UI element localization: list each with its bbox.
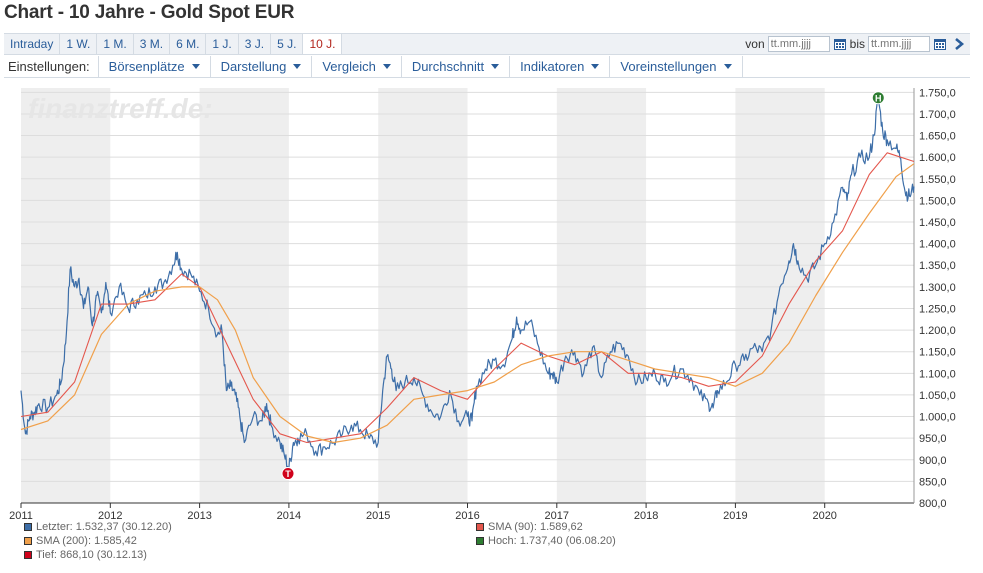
- y-tick-label: 1.150,0: [919, 347, 956, 359]
- y-tick-label: 900,0: [919, 455, 947, 467]
- menu-label: Darstellung: [220, 59, 287, 74]
- x-tick-label: 2015: [366, 510, 390, 520]
- menu-label: Voreinstellungen: [620, 59, 717, 74]
- page-title: Chart - 10 Jahre - Gold Spot EUR: [4, 2, 295, 23]
- settings-menu[interactable]: Durchschnitt: [402, 56, 511, 77]
- legend-swatch: [476, 522, 484, 531]
- range-button[interactable]: 6 M.: [170, 34, 207, 54]
- legend-swatch: [24, 522, 32, 531]
- y-tick-label: 800,0: [919, 498, 947, 510]
- high-marker: [871, 91, 885, 105]
- range-button[interactable]: Intraday: [4, 34, 61, 54]
- y-tick-label: 1.450,0: [919, 217, 956, 229]
- legend-item: Tief: 868,10 (30.12.13): [24, 548, 476, 561]
- y-tick-label: 950,0: [919, 433, 947, 445]
- settings-menu[interactable]: Vergleich: [312, 56, 402, 77]
- y-tick-label: 1.750,0: [919, 87, 956, 99]
- range-button[interactable]: 3 M.: [134, 34, 171, 54]
- caret-down-icon: [191, 64, 200, 69]
- x-tick-label: 2020: [812, 510, 836, 520]
- settings-menu[interactable]: Börsenplätze: [99, 56, 211, 77]
- x-tick-label: 2014: [277, 510, 301, 520]
- chevron-right-icon[interactable]: [952, 37, 966, 51]
- y-tick-label: 850,0: [919, 476, 947, 488]
- y-tick-label: 1.400,0: [919, 239, 956, 251]
- range-toolbar: Intraday 1 W. 1 M. 3 M. 6 M. 1 J. 3 J. 5 J. 10 J…: [4, 33, 970, 55]
- calendar-icon[interactable]: [933, 37, 947, 51]
- calendar-icon[interactable]: [833, 37, 847, 51]
- legend-item: Letzter: 1.532,37 (30.12.20): [24, 520, 476, 533]
- caret-down-icon: [293, 64, 302, 69]
- y-tick-label: 1.050,0: [919, 390, 956, 402]
- menu-label: Börsenplätze: [108, 59, 185, 74]
- year-band: [735, 88, 825, 503]
- range-button[interactable]: 1 M.: [97, 34, 134, 54]
- legend-text: SMA (200): 1.585,42: [36, 534, 137, 547]
- menu-label: Indikatoren: [520, 59, 585, 74]
- legend-item: SMA (200): 1.585,42: [24, 534, 476, 547]
- y-tick-label: 1.350,0: [919, 260, 956, 272]
- range-button[interactable]: 10 J.: [303, 34, 343, 54]
- y-tick-label: 1.300,0: [919, 282, 956, 294]
- y-tick-label: 1.650,0: [919, 131, 956, 143]
- to-label: bis: [849, 37, 865, 51]
- range-button[interactable]: 1 J.: [206, 34, 239, 54]
- menu-label: Durchschnitt: [411, 59, 485, 74]
- y-tick-label: 1.700,0: [919, 109, 956, 121]
- legend-item: SMA (90): 1.589,62: [476, 520, 676, 533]
- x-tick-label: 2011: [9, 510, 33, 520]
- settings-menu[interactable]: Indikatoren: [510, 56, 611, 77]
- y-tick-label: 1.550,0: [919, 174, 956, 186]
- y-tick-label: 1.500,0: [919, 195, 956, 207]
- legend-swatch: [24, 550, 32, 559]
- from-label: von: [745, 37, 765, 51]
- range-buttons: Intraday 1 W. 1 M. 3 M. 6 M. 1 J. 3 J. 5 J. 10 J…: [4, 34, 343, 54]
- x-tick-label: 2019: [723, 510, 747, 520]
- date-range-filter: von bis: [745, 36, 970, 52]
- legend-swatch: [24, 536, 32, 545]
- low-marker-label: T: [285, 469, 291, 479]
- low-marker: [281, 467, 295, 481]
- y-tick-label: 1.100,0: [919, 368, 956, 380]
- price-line: [20, 97, 915, 469]
- caret-down-icon: [382, 64, 391, 69]
- x-tick-label: 2012: [98, 510, 122, 520]
- settings-menu[interactable]: Voreinstellungen: [610, 56, 743, 77]
- to-date-input[interactable]: [868, 36, 930, 52]
- settings-toolbar: Einstellungen: Börsenplätze Darstellung Ve…: [4, 56, 970, 78]
- legend-text: SMA (90): 1.589,62: [488, 520, 583, 533]
- high-marker-label: H: [875, 93, 882, 103]
- chart-legend: Letzter: 1.532,37 (30.12.20) SMA (90): 1.…: [24, 520, 644, 561]
- legend-item: Hoch: 1.737,40 (06.08.20): [476, 534, 676, 547]
- year-band: [378, 88, 468, 503]
- settings-menus: Börsenplätze Darstellung Vergleich Durchsch…: [99, 56, 743, 77]
- sma90-line: [20, 152, 915, 444]
- range-button[interactable]: 5 J.: [271, 34, 304, 54]
- legend-text: Tief: 868,10 (30.12.13): [36, 548, 147, 561]
- caret-down-icon: [723, 64, 732, 69]
- x-tick-label: 2017: [545, 510, 569, 520]
- legend-swatch: [476, 536, 484, 545]
- x-tick-label: 2016: [455, 510, 479, 520]
- y-tick-label: 1.600,0: [919, 152, 956, 164]
- menu-label: Vergleich: [322, 59, 376, 74]
- legend-text: Hoch: 1.737,40 (06.08.20): [488, 534, 616, 547]
- watermark: finanztreff.de:: [28, 93, 213, 124]
- settings-menu[interactable]: Darstellung: [211, 56, 313, 77]
- price-chart: 800,0 850,0 900,0 950,0 1.000,0 1.050,0 1.100,…: [9, 87, 956, 520]
- legend-text: Letzter: 1.532,37 (30.12.20): [36, 520, 172, 533]
- y-tick-label: 1.250,0: [919, 303, 956, 315]
- range-button[interactable]: 1 W.: [60, 34, 98, 54]
- year-band: [556, 88, 647, 503]
- sma200-line: [20, 163, 915, 444]
- settings-label: Einstellungen:: [4, 56, 99, 77]
- from-date-input[interactable]: [767, 36, 830, 52]
- y-tick-label: 1.000,0: [919, 412, 956, 424]
- x-tick-label: 2018: [634, 510, 658, 520]
- range-button[interactable]: 3 J.: [239, 34, 272, 54]
- x-tick-label: 2013: [187, 510, 211, 520]
- y-tick-label: 1.200,0: [919, 325, 956, 337]
- caret-down-icon: [491, 64, 500, 69]
- caret-down-icon: [591, 64, 600, 69]
